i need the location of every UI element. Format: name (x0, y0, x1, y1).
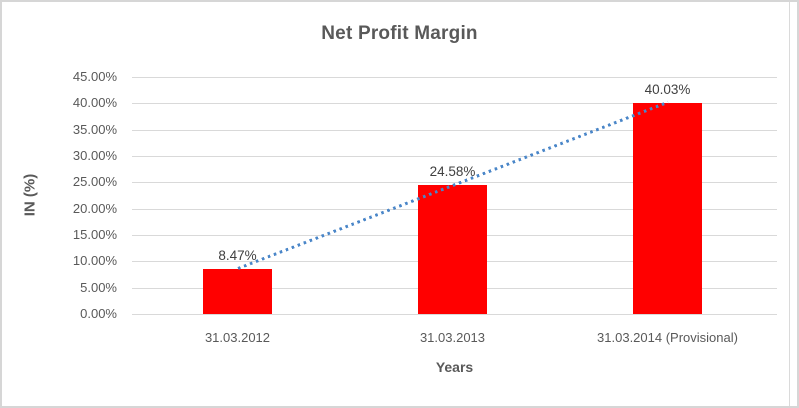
data-label: 40.03% (644, 82, 691, 98)
data-label: 8.47% (218, 248, 257, 264)
gridline (132, 103, 777, 105)
y-tick-label: 25.00% (72, 174, 117, 190)
gridline (132, 129, 777, 131)
bar[interactable] (418, 184, 487, 314)
x-axis-line (132, 314, 777, 315)
y-tick-label: 0.00% (80, 306, 117, 321)
bar[interactable] (203, 269, 272, 314)
x-axis-title[interactable]: Years (435, 359, 474, 375)
y-tick-label: 40.00% (72, 95, 117, 111)
y-tick-label: 45.00% (72, 69, 117, 84)
x-tick-label: 31.03.2014 (Provisional) (597, 330, 738, 345)
y-tick-label: 5.00% (80, 279, 117, 295)
y-tick-label: 20.00% (72, 200, 117, 216)
bar[interactable] (633, 103, 702, 314)
y-tick-label: 15.00% (72, 227, 117, 242)
data-label: 24.58% (429, 163, 476, 179)
y-tick-label: 30.00% (72, 148, 117, 163)
gridline (132, 77, 777, 78)
chart-title[interactable]: Net Profit Margin (321, 23, 478, 44)
chart-object-border (789, 2, 790, 406)
x-tick-label: 31.03.2013 (419, 330, 486, 345)
gridline (132, 156, 777, 157)
y-tick-label: 35.00% (72, 121, 117, 137)
y-tick-label: 10.00% (72, 253, 117, 269)
x-tick-label: 31.03.2012 (204, 330, 271, 345)
